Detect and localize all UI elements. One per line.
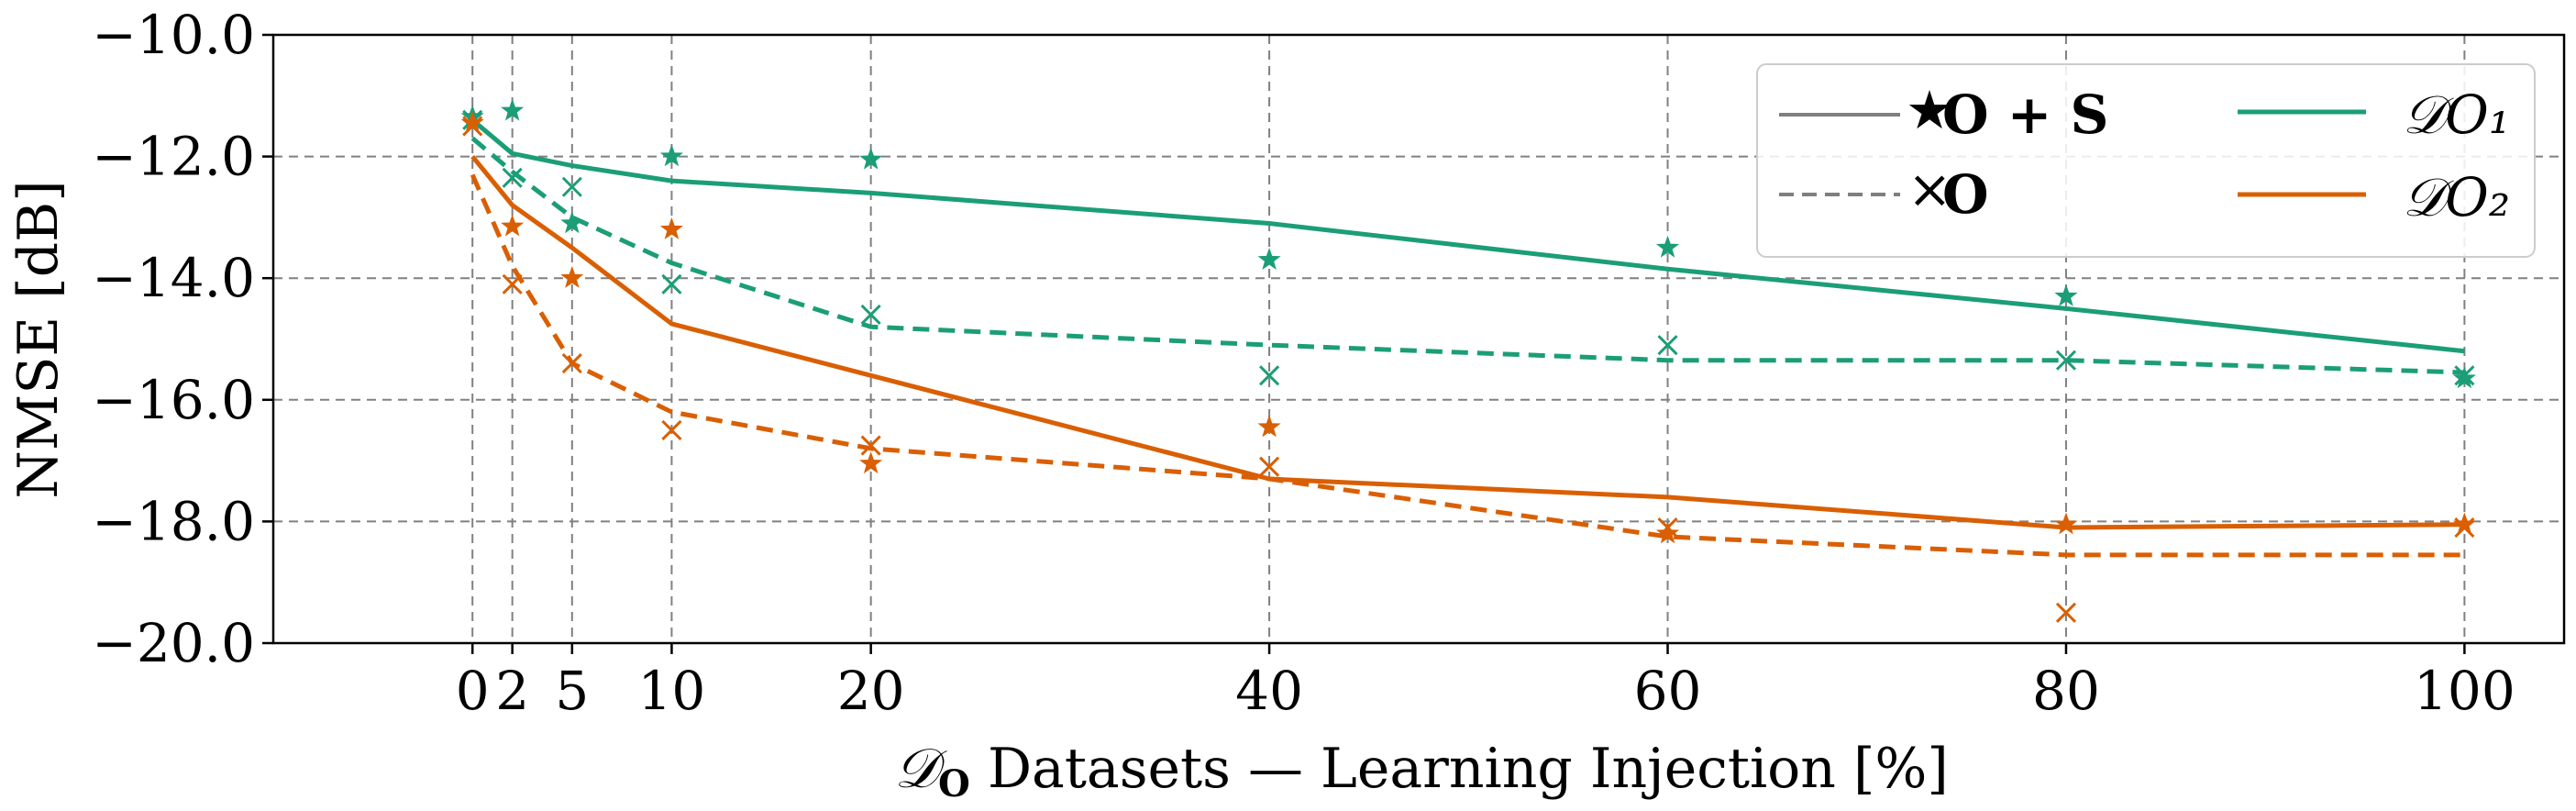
x-tick-label: 40 [1235,660,1303,722]
legend: ★ O + S × O 𝒟O₁ 𝒟O₂ [1756,63,2536,258]
y-axis-label: NMSE [dB] [6,180,71,498]
star-marker [1655,235,1680,258]
y-tick-label: −14.0 [92,247,255,309]
plot-area-frame [271,33,2566,645]
legend-x-marker: × [1907,158,1952,220]
x-marker [661,419,682,441]
star-marker [1257,415,1281,438]
star-marker [2452,512,2476,535]
x-tick-label: 10 [638,660,706,722]
x-marker [462,116,483,137]
star-marker [659,144,684,167]
x-tick-label: 60 [1634,660,1702,722]
x-marker [2454,517,2475,539]
series-line-do1-o [470,136,2465,375]
y-tick-label: −20.0 [92,612,255,674]
x-marker [661,273,682,294]
star-marker [2054,283,2078,306]
legend-entry-o: O [1942,163,1989,226]
x-axis-label-text: Datasets — Learning Injection [%] [970,737,1949,801]
star-marker [560,265,584,288]
x-marker [1259,365,1280,386]
star-marker [1655,521,1680,544]
star-marker [659,217,684,239]
x-axis-label: 𝒟O Datasets — Learning Injection [%] [894,737,1949,805]
x-marker [2055,602,2077,623]
x-tick-label: 100 [2414,660,2515,722]
x-marker [1657,335,1678,356]
x-marker [860,304,881,326]
legend-entry-o-plus-s: O + S [1942,83,2108,146]
star-marker [1257,248,1281,271]
series-line-do2-o [470,173,2465,558]
y-tick-label: −16.0 [92,369,255,431]
x-marker [561,176,582,197]
star-marker [2452,366,2476,389]
star-marker [2054,512,2078,535]
x-axis-label-sub: O [938,762,970,805]
y-tick-label: −10.0 [92,4,255,66]
legend-entry-do2: 𝒟O₂ [2403,166,2510,228]
x-tick-label: 80 [2032,660,2100,722]
series-line-do1-o-plus-s [470,117,2465,354]
x-tick-label: 5 [555,660,589,722]
series-layer [460,98,2476,623]
x-tick-label: 0 [456,660,490,722]
star-marker [859,147,883,170]
x-marker [1259,456,1280,477]
x-marker [502,273,523,294]
y-tick-label: −12.0 [92,126,255,188]
x-marker [860,435,881,456]
star-marker [859,451,883,474]
star-marker [501,214,525,237]
y-tick-label: −18.0 [92,490,255,552]
x-marker [561,352,582,374]
x-marker [2055,350,2077,371]
x-marker [2454,365,2475,386]
series-line-do2-o-plus-s [470,155,2465,530]
x-tick-label: 20 [837,660,905,722]
x-marker [502,167,523,188]
star-marker [501,98,525,121]
legend-star-marker: ★ [1906,79,1953,141]
legend-entry-do1: 𝒟O₁ [2403,83,2510,146]
x-tick-label: 2 [495,660,529,722]
x-marker [1657,517,1678,539]
tick-layer: 0 2 5 10 20 40 60 80 100 −10.0 −12.0 −14.0 −16.0 −18.… [92,4,2515,722]
